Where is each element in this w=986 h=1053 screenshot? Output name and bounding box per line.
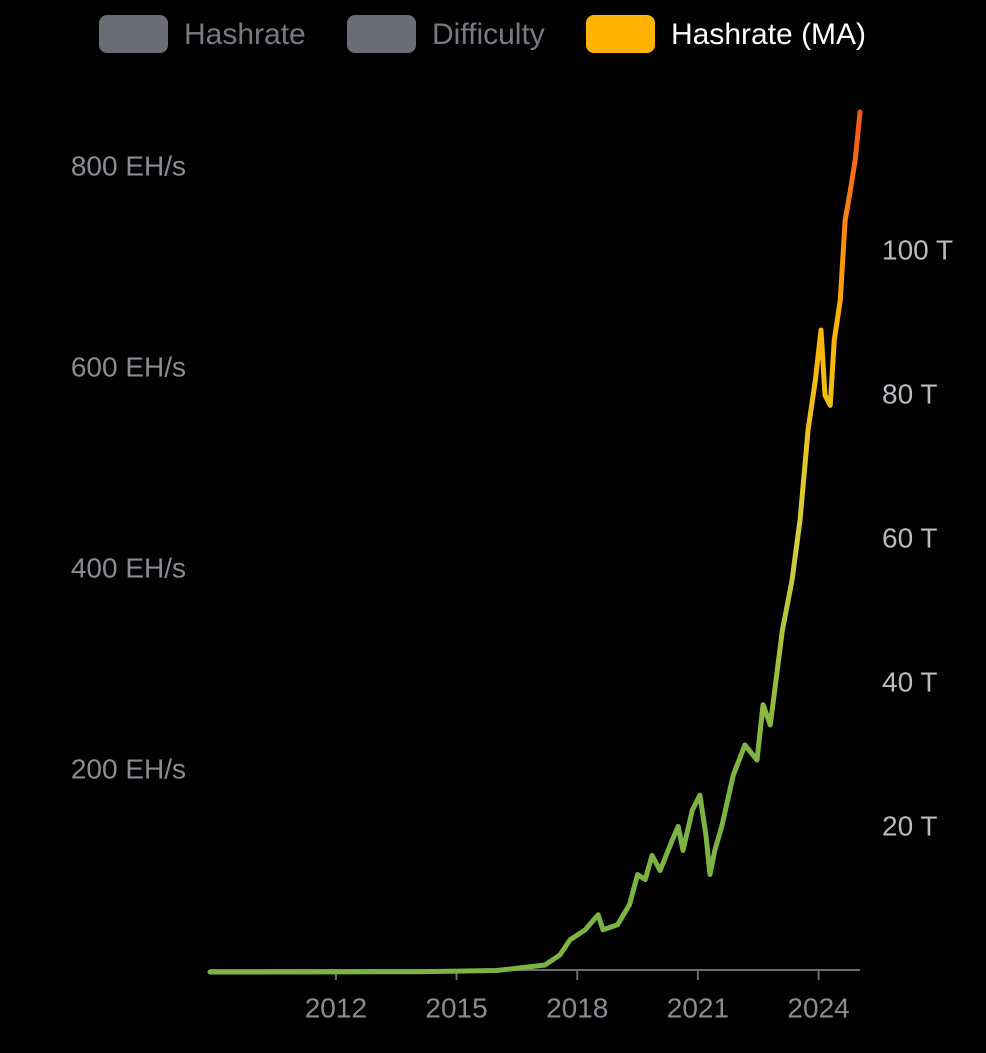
x-tick-label: 2018 xyxy=(546,992,608,1023)
legend-label: Hashrate (MA) xyxy=(671,18,866,51)
legend-swatch xyxy=(586,15,655,53)
legend-item[interactable]: Difficulty xyxy=(347,15,545,53)
legend-item[interactable]: Hashrate xyxy=(99,15,306,53)
legend-swatch xyxy=(347,15,416,53)
legend-label: Hashrate xyxy=(184,18,306,51)
x-tick-label: 2021 xyxy=(667,992,729,1023)
y-tick-label: 800 EH/s xyxy=(71,151,186,182)
series-line xyxy=(207,109,863,975)
x-tick-label: 2024 xyxy=(787,992,849,1023)
y2-tick-label: 60 T xyxy=(882,522,938,553)
y2-tick-label: 40 T xyxy=(882,666,938,697)
legend-label: Difficulty xyxy=(432,18,545,51)
y-tick-label: 200 EH/s xyxy=(71,753,186,784)
y2-tick-label: 20 T xyxy=(882,810,938,841)
legend-swatch xyxy=(99,15,168,53)
legend-item[interactable]: Hashrate (MA) xyxy=(586,15,866,53)
y2-tick-label: 100 T xyxy=(882,234,953,265)
y-tick-label: 400 EH/s xyxy=(71,553,186,584)
x-tick-label: 2015 xyxy=(425,992,487,1023)
x-tick-label: 2012 xyxy=(305,992,367,1023)
y-tick-label: 600 EH/s xyxy=(71,352,186,383)
y2-tick-label: 80 T xyxy=(882,378,938,409)
